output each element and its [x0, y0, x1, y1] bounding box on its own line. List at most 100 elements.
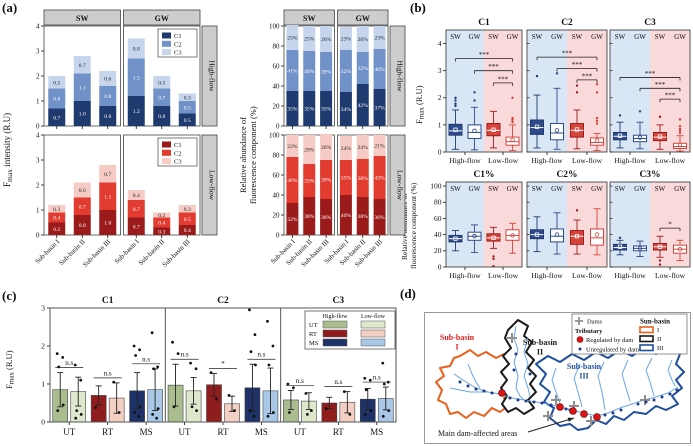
scatter-point — [309, 409, 313, 412]
outlier-point — [511, 120, 514, 124]
bar-segment — [373, 135, 386, 156]
bar-segment — [373, 156, 386, 199]
chart-a-intensity-lowflow: 0 1 2 3 4 0.5 0.4 0.3 Sub-basin I 0.8 0.7 0.6 Sub-ba… — [22, 131, 220, 294]
outlier-point — [658, 115, 662, 118]
bar-segment — [127, 200, 145, 218]
significance-label: n.s — [181, 351, 189, 359]
scatter-point — [209, 371, 213, 374]
scatter-point — [266, 319, 269, 323]
box-plot-panel: C3% SW GW SW GW * High-flow Low-flow — [609, 170, 691, 280]
scatter-point — [271, 344, 275, 348]
bar-segment — [73, 182, 91, 198]
region-label: Sub-basin — [440, 333, 475, 342]
outlier-point — [511, 118, 514, 122]
y-tick-label: 2 — [438, 93, 442, 102]
highflow-background — [610, 30, 650, 152]
legend-swatch — [360, 320, 386, 329]
panel-border — [49, 307, 397, 423]
bar-segment — [320, 160, 333, 199]
bar-value-label: 24% — [358, 145, 369, 151]
mean-marker — [617, 244, 623, 249]
bar-segment — [286, 203, 299, 235]
scatter-point — [249, 350, 253, 354]
unregulated-tributary-dot — [512, 368, 516, 372]
outlier-point — [595, 122, 599, 125]
scatter-point — [134, 354, 138, 357]
scatter-point — [267, 363, 271, 367]
unregulated-tributary-dot — [549, 403, 553, 407]
x-tick-label: Sub-basin III — [82, 238, 113, 269]
chart-b-box-c2: C2 SW GW SW GW *** *** *** High-flow Low-flow — [526, 16, 608, 173]
bar-value-label: 0.8 — [158, 114, 165, 120]
box-group-label: SW — [488, 33, 499, 41]
unregulated-tributary-dot — [458, 380, 462, 384]
bar-value-label: 35% — [304, 107, 315, 113]
bar-segment — [48, 88, 66, 109]
scatter-point — [381, 361, 385, 365]
bar-value-label: 22% — [287, 144, 298, 150]
scatter-point — [324, 407, 328, 411]
bar-segment — [303, 135, 316, 164]
mean-marker — [453, 236, 458, 241]
panel-title: C1% — [473, 170, 494, 180]
bar-value-label: 0.5 — [53, 80, 60, 86]
scatter-point — [233, 409, 236, 412]
chart-a-intensity-highflow: 0 1 2 3 4 SW 0.7 0.8 0.5 1.0 1.1 0.7 0.8 0.8 0.6 GW 1.2 1… — [22, 8, 220, 137]
y-tick-label: 2 — [36, 72, 40, 80]
bar-segment — [356, 197, 369, 235]
y-tick-label: 0 — [438, 147, 442, 156]
bar-segment — [73, 197, 91, 215]
x-tick-label: RT — [218, 427, 229, 437]
scatter-point — [382, 382, 386, 386]
bar-segment — [286, 157, 299, 203]
box — [505, 136, 520, 146]
significance-label: *** — [562, 50, 573, 58]
bar-value-label: 35% — [287, 107, 298, 113]
y-tick-label: 1 — [41, 380, 45, 389]
box — [486, 123, 501, 137]
bar-segment — [320, 91, 333, 126]
scatter-point — [189, 361, 192, 365]
bar-segment — [99, 86, 117, 106]
outlier-point — [595, 116, 599, 120]
flow-strip — [389, 25, 406, 127]
legend-swatch — [162, 49, 171, 56]
y-tick-label: 60 — [273, 62, 281, 70]
bar-value-label: 26% — [321, 145, 332, 151]
significance-label: *** — [582, 72, 593, 80]
c-y-axis-label: Fmax (R.U) — [4, 350, 16, 390]
bar-segment — [99, 210, 117, 235]
bar-value-label: 33% — [304, 179, 315, 185]
river — [621, 359, 631, 402]
unregulated-tributary-dot — [482, 389, 486, 393]
legend-label: C2 — [174, 150, 182, 157]
bar-segment — [373, 199, 386, 235]
region-label: I — [455, 343, 458, 352]
group-header-label: SW — [76, 14, 88, 23]
box-group-label: GW — [674, 185, 686, 193]
y-tick-label: 3 — [438, 66, 442, 75]
unregulated-tributary-dot — [564, 407, 568, 411]
x-tick-label: High-flow — [531, 271, 563, 280]
y-tick-label: 4 — [36, 131, 40, 139]
river — [449, 387, 488, 393]
legend-swatch — [162, 149, 171, 156]
x-tick-label: High-flow — [449, 156, 481, 165]
x-tick-label: RT — [333, 427, 344, 437]
bar-segment — [356, 159, 369, 197]
legend-basin-swatch — [639, 335, 654, 343]
bar-value-label: 0.8 — [104, 94, 111, 100]
box-group-label: GW — [551, 185, 563, 193]
bar-value-label: 35% — [341, 176, 352, 182]
bar-segment — [73, 101, 91, 126]
scatter-point — [137, 414, 141, 418]
bar-value-label: 0.5 — [158, 80, 165, 86]
unregulated-tributary-dot — [644, 400, 648, 404]
bar-value-label: 1.5 — [133, 75, 140, 81]
y-tick-label: 0 — [36, 231, 40, 239]
bar-segment — [320, 199, 333, 235]
bar-segment — [99, 165, 117, 183]
mean-marker — [534, 124, 540, 129]
legend-basin-label: II — [657, 336, 661, 343]
